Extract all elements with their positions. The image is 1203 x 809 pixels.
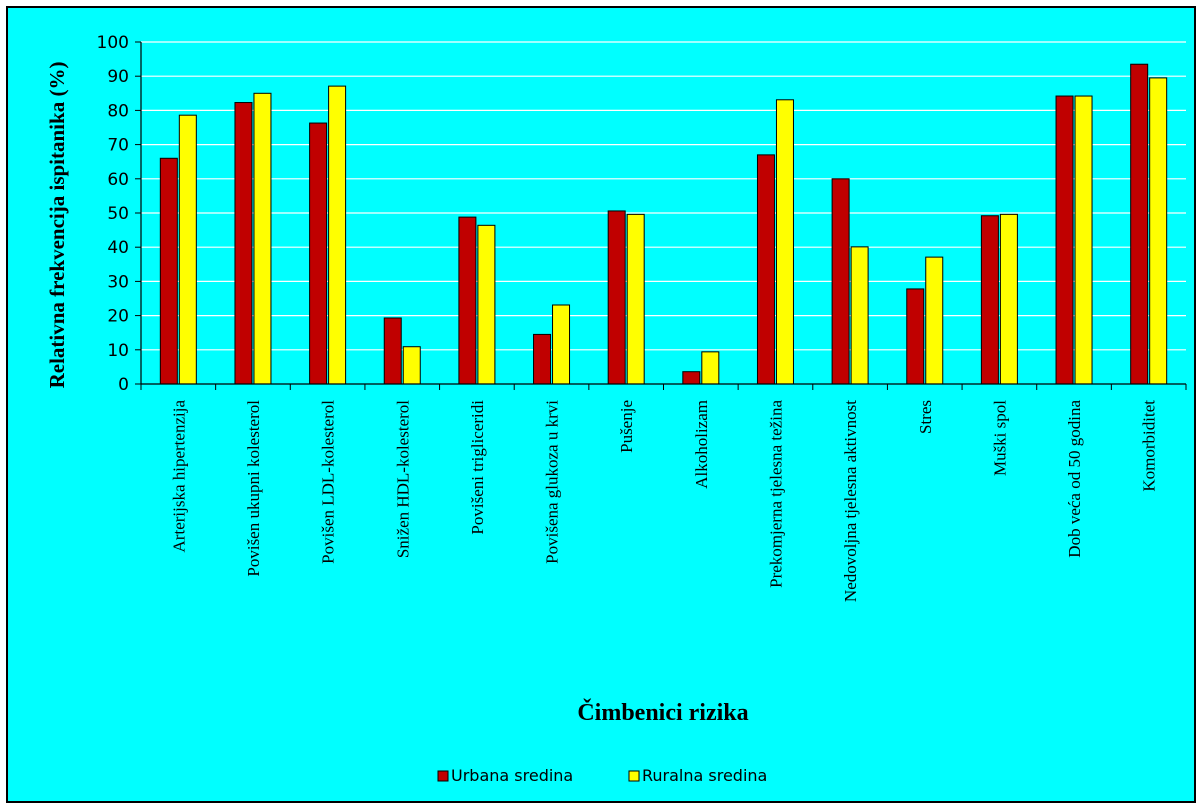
legend-label: Ruralna sredina <box>642 766 767 785</box>
x-category-label: Muški spol <box>990 400 1009 476</box>
y-axis-title: Relativna frekvencija ispitanika (%) <box>45 62 69 389</box>
x-axis-title: Čimbenici rizika <box>577 699 748 726</box>
y-tick-label: 60 <box>107 170 129 190</box>
y-tick-label: 90 <box>107 67 129 87</box>
bar-urbana <box>980 215 999 385</box>
x-category-labels: Arterijska hipertenzija Povišen ukupni ko… <box>169 400 1158 603</box>
bar-ruralna <box>775 99 794 385</box>
bar-ruralna <box>626 213 645 385</box>
x-category-label: Arterijska hipertenzija <box>169 400 188 553</box>
y-tick-label: 80 <box>107 101 129 121</box>
axes <box>135 41 1187 390</box>
y-tick-label: 20 <box>107 307 129 327</box>
y-tick-label: 10 <box>107 341 129 361</box>
bar-urbana <box>906 288 925 385</box>
x-category-label: Nedovoljna tjelesna aktivnost <box>841 400 860 602</box>
bar-urbana <box>309 122 328 385</box>
bar-ruralna <box>402 346 421 385</box>
bars <box>159 63 1168 385</box>
bar-ruralna <box>1149 77 1168 385</box>
x-category-label: Snižen HDL-kolesterol <box>393 400 412 558</box>
x-category-label: Pušenje <box>617 400 636 453</box>
legend-label: Urbana sredina <box>451 766 573 785</box>
bar-urbana <box>159 157 178 385</box>
bar-urbana <box>682 371 701 385</box>
bar-urbana <box>607 210 626 385</box>
x-category-label: Komorbiditet <box>1140 400 1159 492</box>
x-category-label: Povišen LDL-kolesterol <box>319 400 338 564</box>
bar-ruralna <box>1074 95 1093 385</box>
x-category-label: Prekomjerna tjelesna težina <box>766 400 785 588</box>
bar-urbana <box>458 216 477 385</box>
bar-ruralna <box>178 114 197 385</box>
x-category-label: Povišeni trigliceridi <box>468 400 487 535</box>
x-category-label: Dob veća od 50 godina <box>1065 400 1084 558</box>
legend-swatch <box>437 770 449 782</box>
x-category-label: Povišena glukoza u krvi <box>543 400 562 564</box>
bar-ruralna <box>701 351 720 385</box>
bar-ruralna <box>850 246 869 385</box>
chart-frame: 0 10 20 30 40 50 60 70 80 90 100 Arterijska hipert… <box>6 6 1196 803</box>
bar-ruralna <box>253 92 272 385</box>
legend: Urbana sredina Ruralna sredina <box>437 766 767 785</box>
bar-ruralna <box>477 224 496 385</box>
bar-ruralna <box>925 256 944 385</box>
bar-ruralna <box>999 213 1018 385</box>
bar-chart: 0 10 20 30 40 50 60 70 80 90 100 Arterijska hipert… <box>45 33 1187 785</box>
bar-urbana <box>831 178 850 385</box>
bar-urbana <box>533 333 552 385</box>
bar-ruralna <box>552 304 571 385</box>
gridlines <box>141 41 1186 351</box>
x-category-label: Alkoholizam <box>692 400 711 489</box>
x-category-label: Povišen ukupni kolesterol <box>244 400 263 577</box>
legend-swatch <box>628 770 640 782</box>
y-tick-label: 0 <box>118 375 129 395</box>
y-tick-label: 30 <box>107 272 129 292</box>
bar-urbana <box>1055 95 1074 385</box>
y-tick-label: 70 <box>107 136 129 156</box>
y-tick-label: 40 <box>107 238 129 258</box>
bar-urbana <box>756 154 775 385</box>
bar-urbana <box>383 317 402 385</box>
y-tick-labels: 0 10 20 30 40 50 60 70 80 90 100 <box>97 33 129 395</box>
bar-ruralna <box>328 85 347 385</box>
y-tick-label: 100 <box>97 33 129 53</box>
bar-urbana <box>1130 63 1149 385</box>
x-category-label: Stres <box>916 400 935 434</box>
y-tick-label: 50 <box>107 204 129 224</box>
bar-urbana <box>234 102 253 385</box>
